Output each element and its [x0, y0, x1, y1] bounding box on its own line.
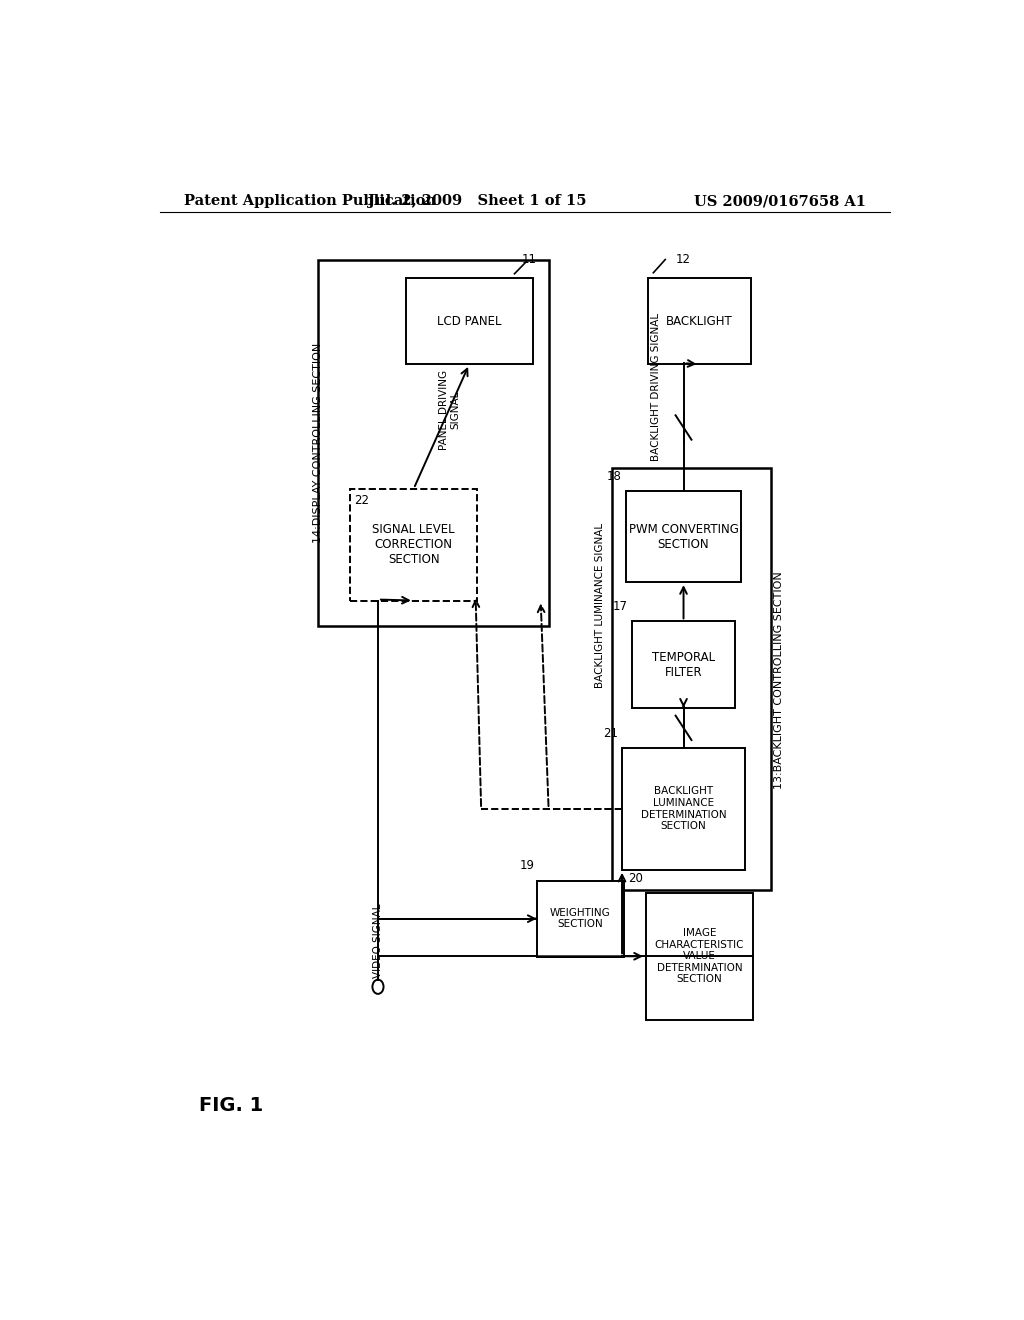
Text: PANEL DRIVING
SIGNAL: PANEL DRIVING SIGNAL	[438, 370, 460, 450]
Bar	[406, 277, 532, 364]
Bar	[646, 892, 753, 1020]
Text: 17: 17	[613, 601, 628, 614]
Text: BACKLIGHT DRIVING SIGNAL: BACKLIGHT DRIVING SIGNAL	[650, 313, 660, 461]
Text: 18: 18	[607, 470, 622, 483]
Bar	[622, 748, 745, 870]
Text: WEIGHTING
SECTION: WEIGHTING SECTION	[550, 908, 610, 929]
Bar	[612, 469, 771, 890]
Text: 21: 21	[603, 727, 618, 739]
Text: FIG. 1: FIG. 1	[200, 1096, 263, 1115]
Text: IMAGE
CHARACTERISTIC
VALUE
DETERMINATION
SECTION: IMAGE CHARACTERISTIC VALUE DETERMINATION…	[654, 928, 744, 985]
Text: 19: 19	[519, 859, 535, 873]
Bar	[350, 488, 477, 601]
Text: US 2009/0167658 A1: US 2009/0167658 A1	[694, 194, 866, 209]
Text: SIGNAL LEVEL
CORRECTION
SECTION: SIGNAL LEVEL CORRECTION SECTION	[373, 523, 455, 566]
Text: VIDEO SIGNAL: VIDEO SIGNAL	[373, 904, 383, 978]
Text: PWM CONVERTING
SECTION: PWM CONVERTING SECTION	[629, 523, 738, 550]
Text: 20: 20	[629, 871, 643, 884]
Text: 14:DISPLAY CONTROLLING SECTION: 14:DISPLAY CONTROLLING SECTION	[313, 343, 324, 543]
Text: Jul. 2, 2009   Sheet 1 of 15: Jul. 2, 2009 Sheet 1 of 15	[368, 194, 587, 209]
Text: BACKLIGHT LUMINANCE SIGNAL: BACKLIGHT LUMINANCE SIGNAL	[595, 523, 605, 688]
Bar	[648, 277, 751, 364]
Text: 12: 12	[676, 252, 690, 265]
Bar	[318, 260, 549, 626]
Text: BACKLIGHT: BACKLIGHT	[666, 314, 733, 327]
Bar	[632, 622, 735, 708]
Text: 22: 22	[354, 494, 370, 507]
Bar	[626, 491, 741, 582]
Bar	[537, 880, 624, 957]
Text: Patent Application Publication: Patent Application Publication	[183, 194, 435, 209]
Text: BACKLIGHT
LUMINANCE
DETERMINATION
SECTION: BACKLIGHT LUMINANCE DETERMINATION SECTIO…	[641, 787, 726, 832]
Text: TEMPORAL
FILTER: TEMPORAL FILTER	[652, 651, 715, 678]
Text: 11: 11	[521, 252, 537, 265]
Text: LCD PANEL: LCD PANEL	[437, 314, 502, 327]
Text: 13:BACKLIGHT CONTROLLING SECTION: 13:BACKLIGHT CONTROLLING SECTION	[774, 572, 783, 788]
